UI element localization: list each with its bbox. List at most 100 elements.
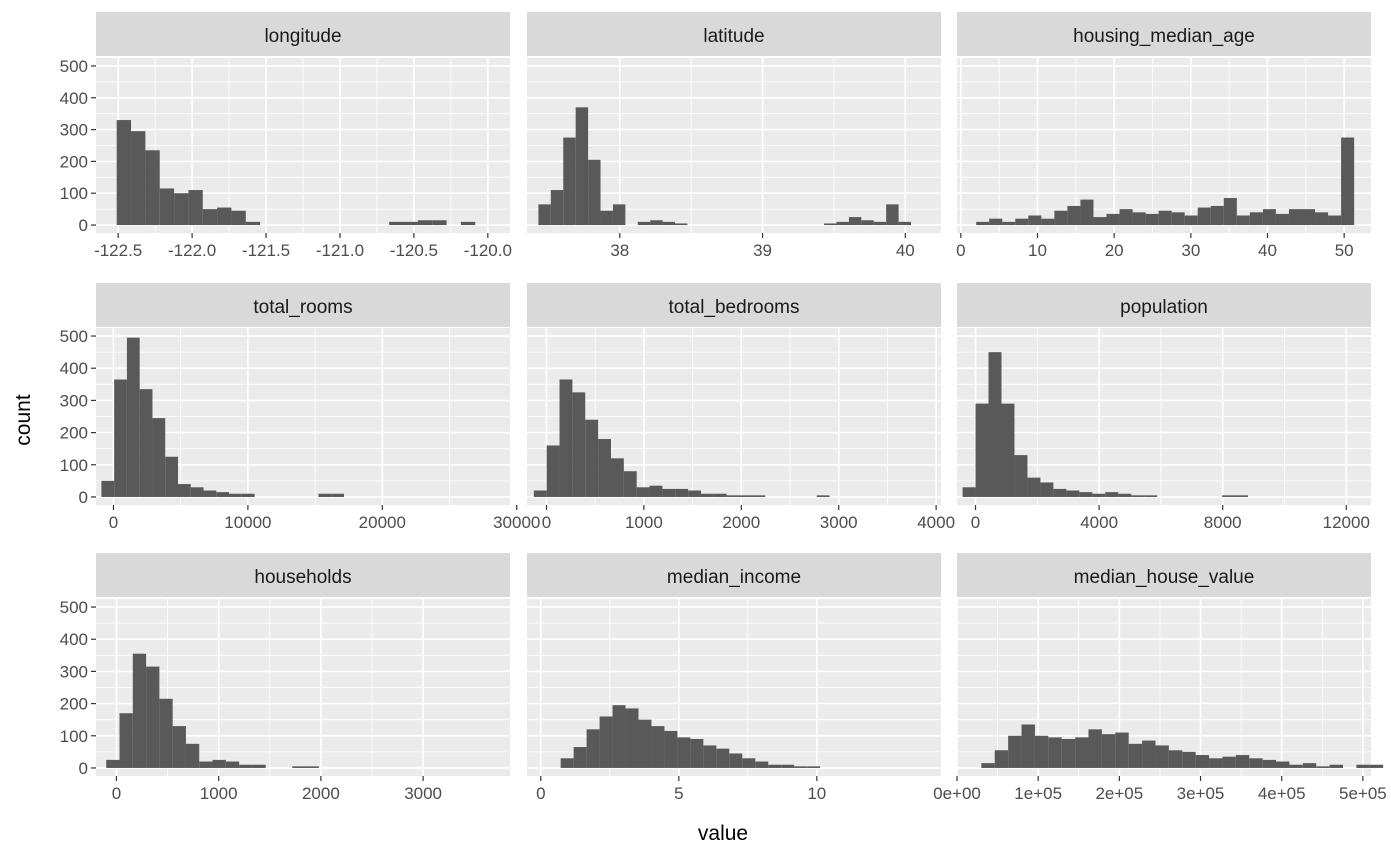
histogram-bar — [690, 738, 704, 768]
facet-strip — [957, 553, 1371, 597]
x-tick-label: 0e+00 — [933, 784, 981, 803]
x-tick-label: 4e+05 — [1258, 784, 1306, 803]
facet-strip — [527, 553, 941, 597]
histogram-bar — [675, 223, 688, 226]
histogram-bar — [460, 221, 476, 226]
histogram-bar — [318, 493, 332, 497]
x-tick-label: -121.0 — [316, 241, 364, 260]
facet-strip — [96, 12, 510, 56]
histogram-bar — [1027, 477, 1041, 497]
histogram-bar — [126, 337, 140, 497]
histogram-bar — [1289, 764, 1303, 768]
x-tick-label: 30000 — [493, 513, 540, 532]
y-tick-label: 300 — [60, 121, 88, 140]
facet-panel-median-income: median_income 0 5 10 — [527, 553, 941, 803]
x-tick-label: 0 — [956, 241, 965, 260]
facet-strip — [96, 283, 510, 327]
histogram-bar — [1222, 756, 1236, 768]
histogram-bar — [1288, 209, 1302, 226]
histogram-bar — [1235, 755, 1250, 768]
histogram-bar — [675, 488, 689, 497]
histogram-bar — [432, 220, 447, 226]
x-tick-label: 0 — [109, 513, 118, 532]
histogram-bar — [1182, 751, 1196, 768]
histogram-bar — [1093, 217, 1107, 226]
histogram-bar — [1197, 207, 1211, 226]
x-tick-label: -120.0 — [464, 241, 512, 260]
histogram-bar — [976, 221, 990, 226]
histogram-bar — [781, 764, 795, 768]
y-axis-title: count — [12, 394, 35, 446]
histogram-bar — [651, 726, 665, 768]
facet-panel-population: population 0 4000 8000 12000 — [957, 283, 1371, 532]
histogram-bar — [794, 766, 808, 768]
histogram-bar — [389, 221, 404, 226]
histogram-bar — [217, 207, 232, 226]
y-tick-label: 400 — [60, 359, 88, 378]
x-tick-label: -122.0 — [168, 241, 216, 260]
y-tick-label: 200 — [60, 152, 88, 171]
histogram-bar — [538, 204, 551, 226]
histogram-bar — [636, 487, 650, 497]
x-tick-label: -120.5 — [390, 241, 438, 260]
x-tick-label: 20 — [1105, 241, 1124, 260]
histogram-bar — [1106, 213, 1120, 226]
histogram-bar — [229, 493, 242, 497]
histogram-bar — [1315, 212, 1329, 226]
histogram-bar — [1262, 209, 1276, 226]
histogram-bar — [677, 737, 691, 768]
y-tick-label: 0 — [79, 216, 88, 235]
y-tick-label: 300 — [60, 662, 88, 681]
histogram-bar — [1168, 750, 1183, 768]
histogram-bar — [1171, 212, 1185, 226]
histogram-bar — [975, 403, 989, 497]
histogram-bar — [1002, 221, 1016, 226]
facet-strip-label: housing_median_age — [1073, 26, 1255, 47]
x-tick-label: 0 — [536, 784, 545, 803]
histogram-bar — [994, 750, 1009, 768]
histogram-bar — [1236, 215, 1250, 226]
histogram-bar — [560, 758, 574, 768]
facet-strip-label: households — [254, 567, 351, 588]
x-tick-label: 1000 — [625, 513, 663, 532]
histogram-bar — [703, 745, 717, 768]
histogram-bar — [145, 150, 160, 226]
x-tick-label: 10000 — [224, 513, 271, 532]
facet-panel-households: households 0 1000 2000 3000 0 100 200 300 400 500 — [60, 553, 510, 803]
histogram-bar — [116, 120, 132, 226]
histogram-bar — [165, 456, 178, 497]
histogram-bar — [546, 445, 560, 497]
facet-strip-label: total_bedrooms — [669, 297, 800, 318]
histogram-bar — [981, 763, 995, 768]
histogram-bar — [612, 204, 626, 226]
x-tick-label: 4000 — [917, 513, 955, 532]
histogram-bar — [1341, 137, 1355, 226]
histogram-bar — [1329, 764, 1343, 768]
x-tick-label: 30 — [1181, 241, 1200, 260]
x-tick-label: 38 — [610, 241, 629, 260]
histogram-bar — [1066, 490, 1080, 497]
histogram-bar — [599, 716, 613, 768]
histogram-bar — [1369, 764, 1384, 768]
facet-panel-total-bedrooms: total_bedrooms 0 1000 2000 3000 4000 — [527, 283, 955, 532]
histogram-bar — [988, 352, 1002, 497]
x-tick-label: 8000 — [1204, 513, 1242, 532]
facet-panel-longitude: longitude -122.5 -122.0 -121.5 -121.0 -120.5 -… — [60, 12, 512, 260]
facet-strip — [957, 283, 1371, 327]
x-tick-label: 40 — [1258, 241, 1277, 260]
facet-strip — [527, 283, 941, 327]
histogram-bar — [726, 495, 740, 497]
x-tick-label: 1000 — [200, 784, 238, 803]
histogram-bar — [203, 490, 217, 497]
histogram-bar — [1316, 766, 1330, 768]
histogram-bar — [824, 223, 837, 226]
histogram-bar — [239, 764, 253, 768]
histogram-bar — [1356, 764, 1370, 768]
histogram-bar — [1145, 213, 1159, 226]
histogram-bar — [638, 719, 652, 768]
facet-strip — [96, 553, 510, 597]
x-tick-label: 2000 — [722, 513, 760, 532]
x-tick-label: 12000 — [1323, 513, 1370, 532]
histogram-bar — [1144, 495, 1158, 497]
x-tick-label: 5e+05 — [1339, 784, 1387, 803]
